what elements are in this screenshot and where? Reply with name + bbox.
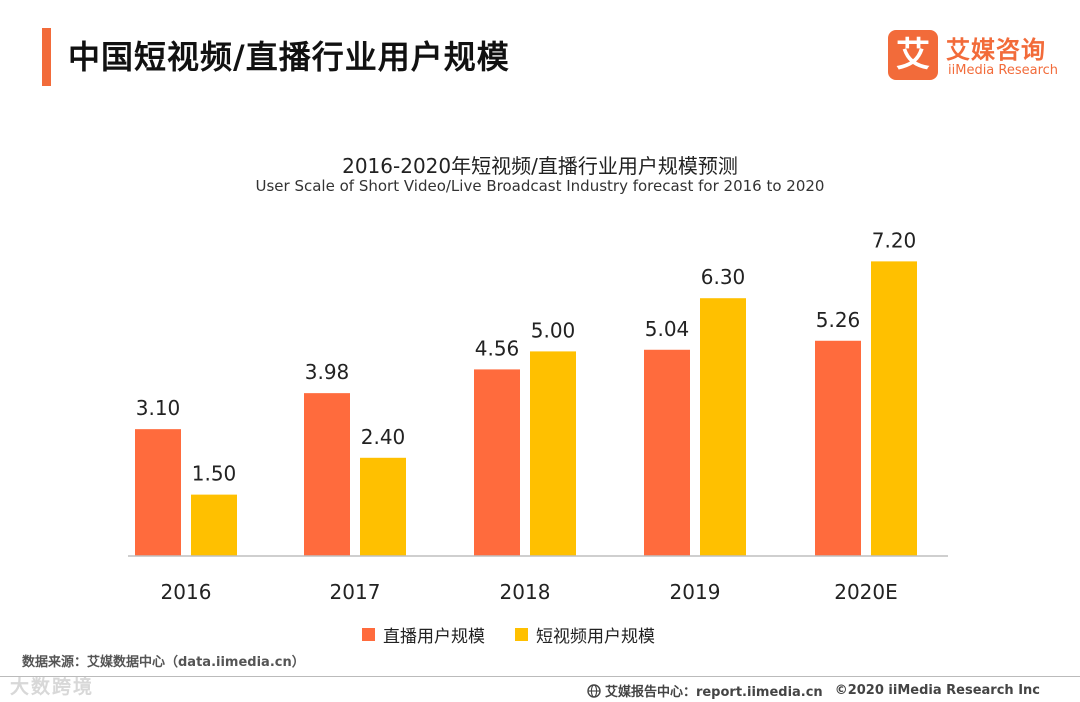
bar-short-video-2020E [871, 261, 917, 556]
data-label-short-video-2018: 5.00 [531, 318, 576, 342]
x-tick-label-2016: 2016 [161, 580, 212, 604]
x-tick-label-2017: 2017 [330, 580, 381, 604]
x-tick-label-2020E: 2020E [834, 580, 898, 604]
bar-live-2018 [474, 369, 520, 556]
title-accent-bar [42, 28, 51, 86]
data-label-short-video-2016: 1.50 [192, 462, 237, 486]
legend-item-short-video: 短视频用户规模 [515, 622, 655, 647]
data-label-short-video-2019: 6.30 [701, 265, 746, 289]
bar-live-2019 [644, 349, 690, 556]
footer-divider [0, 676, 1080, 677]
bar-short-video-2019 [700, 298, 746, 556]
bar-short-video-2017 [360, 457, 406, 556]
legend-label-short-video: 短视频用户规模 [536, 627, 655, 647]
brand-logo: 艾 艾媒咨询 iiMedia Research [888, 30, 1068, 82]
brand-name-en: iiMedia Research [948, 63, 1059, 78]
copyright: ©2020 iiMedia Research Inc [834, 683, 1040, 698]
brand-mark-icon: 艾 [888, 30, 938, 80]
data-source: 数据来源：艾媒数据中心（data.iimedia.cn） [22, 655, 305, 670]
legend-swatch-live [362, 628, 375, 641]
bar-short-video-2018 [530, 351, 576, 556]
data-label-short-video-2017: 2.40 [361, 425, 406, 449]
footer: 艾媒报告中心：report.iimedia.cn ©2020 iiMedia R… [587, 681, 1040, 700]
legend-item-live: 直播用户规模 [362, 622, 485, 647]
x-tick-label-2018: 2018 [500, 580, 551, 604]
brand-name-cn: 艾媒咨询 [946, 36, 1046, 64]
chart-title: 2016-2020年短视频/直播行业用户规模预测 [342, 154, 738, 178]
data-label-short-video-2020E: 7.20 [872, 228, 917, 252]
data-label-live-2018: 4.56 [475, 336, 520, 360]
legend-label-live: 直播用户规模 [383, 627, 485, 647]
data-label-live-2019: 5.04 [645, 317, 690, 341]
bar-short-video-2016 [191, 494, 237, 556]
bar-live-2020E [815, 340, 861, 556]
chart-subtitle: User Scale of Short Video/Live Broadcast… [255, 177, 825, 195]
legend-swatch-short-video [515, 628, 528, 641]
data-label-live-2016: 3.10 [136, 396, 181, 420]
x-tick-label-2019: 2019 [670, 580, 721, 604]
bar-live-2016 [135, 429, 181, 556]
data-label-live-2020E: 5.26 [816, 308, 861, 332]
data-label-live-2017: 3.98 [305, 360, 350, 384]
globe-icon [587, 683, 601, 698]
bar-live-2017 [304, 393, 350, 556]
watermark: 大数跨境 [10, 676, 95, 698]
page-title: 中国短视频/直播行业用户规模 [68, 38, 510, 76]
chart-legend: 直播用户规模 短视频用户规模 [362, 622, 685, 647]
report-center-link[interactable]: 艾媒报告中心：report.iimedia.cn [604, 685, 823, 700]
